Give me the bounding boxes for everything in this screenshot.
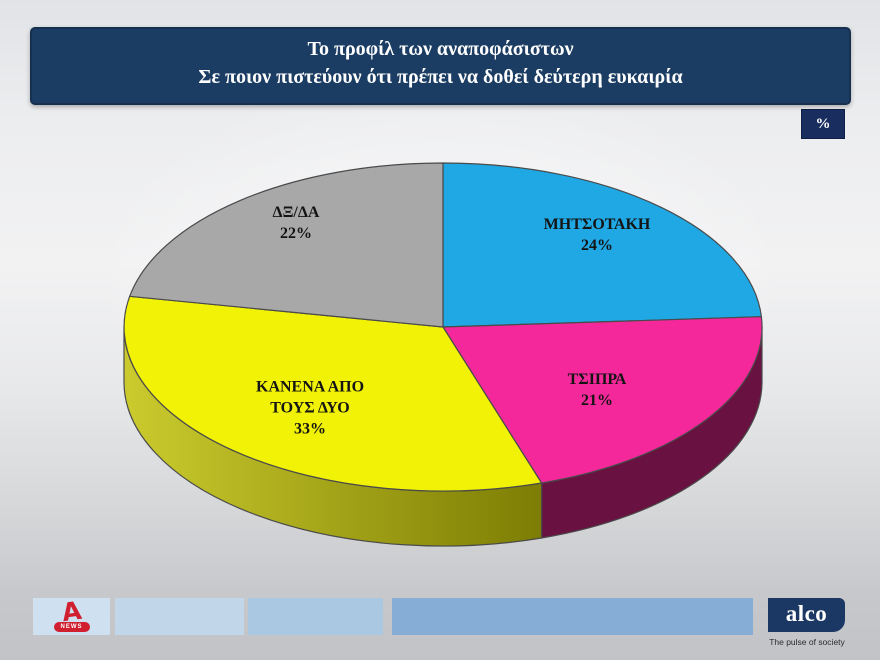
slice-label-kanena: ΚΑΝΕΝΑ ΑΠΟ ΤΟΥΣ ΔΥΟ 33%: [256, 377, 364, 440]
slice-label-text: ΚΑΝΕΝΑ ΑΠΟ: [255, 378, 365, 396]
footer-block-3: [248, 598, 383, 635]
title-banner: Το προφίλ των αναποφάσιστων Σε ποιον πισ…: [30, 27, 851, 105]
slice-pct-text: 33%: [293, 420, 326, 438]
slice-pct-text: 24%: [581, 237, 613, 254]
title-line-1: Το προφίλ των αναποφάσιστων: [307, 38, 574, 60]
footer-block-2: [115, 598, 244, 635]
slice-label-text: ΤΣΙΠΡΑ: [567, 371, 627, 388]
alpha-news-logo: A NEWS: [33, 595, 110, 635]
slice-pct-text: 22%: [280, 225, 312, 242]
slice-pct-text: 21%: [581, 392, 613, 409]
slice-label-text: ΤΟΥΣ ΔΥΟ: [270, 399, 350, 417]
alco-logo-text: alco: [785, 601, 828, 626]
title-line-2: Σε ποιον πιστεύουν ότι πρέπει να δοθεί δ…: [198, 66, 683, 88]
footer-block-4: [392, 598, 753, 635]
slice-label-mitsotaki: ΜΗΤΣΟΤΑΚΗ 24%: [544, 214, 651, 256]
slice-label-tsipra: ΤΣΙΠΡΑ 21%: [568, 369, 627, 411]
alco-logo: alco: [768, 598, 845, 632]
alpha-news-badge: NEWS: [53, 622, 90, 632]
alpha-letter-icon: A: [59, 595, 84, 628]
percent-badge: %: [801, 109, 845, 139]
alco-tagline: The pulse of society: [769, 637, 845, 647]
slice-label-dxda: ΔΞ/ΔΑ 22%: [273, 202, 320, 244]
slice-label-text: ΜΗΤΣΟΤΑΚΗ: [543, 216, 651, 233]
footer-block-alpha: A NEWS: [33, 595, 110, 635]
slice-label-text: ΔΞ/ΔΑ: [272, 204, 320, 221]
